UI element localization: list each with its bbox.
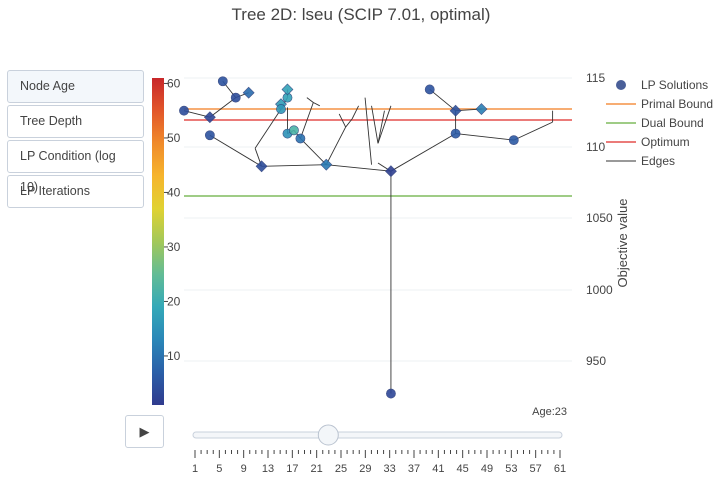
y-tick-label: 110 (586, 140, 605, 154)
lp-solution-diamond (281, 83, 294, 96)
edge-line (325, 126, 347, 165)
colorbar-tick-label: 50 (167, 131, 181, 145)
colorbar-tick-label: 10 (167, 349, 181, 363)
lp-solution-point (204, 130, 215, 141)
edge-line (299, 102, 314, 139)
lp-solution-diamond (385, 165, 397, 178)
lp-solution-point (230, 92, 241, 103)
slider-tick-label: 29 (359, 463, 371, 475)
edge-line (455, 133, 514, 141)
lp-solution-diamond (203, 111, 216, 124)
legend: LP Solutions Primal Bound Dual Bound Optimu… (606, 78, 713, 168)
edge-line (429, 89, 456, 112)
edge-line (209, 134, 262, 167)
y-tick-label: 115 (586, 71, 605, 85)
edge-line (326, 164, 391, 172)
lp-solution-point (508, 135, 519, 146)
lp-solution-point (295, 133, 306, 144)
legend-label: LP Solutions (641, 78, 708, 92)
edge-line (364, 97, 372, 165)
slider-tick-label: 13 (262, 463, 274, 475)
edge-line (254, 108, 282, 149)
slider-tick-label: 49 (481, 463, 493, 475)
legend-label: Edges (641, 154, 675, 168)
edge-line (313, 102, 321, 107)
lp-solution-diamond (449, 104, 462, 117)
mode-button-group: Node Age Tree Depth LP Condition (log 10… (7, 70, 145, 210)
slider-value-label: Age:23 (532, 406, 567, 418)
y-tick-label: 1050 (586, 211, 613, 225)
lp-solution-points[interactable] (179, 76, 519, 399)
slider-tick-label: 45 (457, 463, 469, 475)
slider-tick-label: 21 (311, 463, 323, 475)
colorbar-tick-label: 30 (167, 240, 181, 254)
lp-solution-point (179, 105, 189, 116)
lp-solution-diamond (475, 103, 488, 115)
edge-line (338, 113, 347, 128)
slider-handle[interactable] (317, 424, 339, 446)
edge-line (377, 105, 392, 144)
edge-line (371, 105, 379, 144)
edge-line (345, 118, 353, 128)
edge-line (209, 97, 237, 118)
slider-tick-label: 37 (408, 463, 420, 475)
slider-tick-label: 33 (384, 463, 396, 475)
lp-solution-diamond (242, 86, 255, 99)
grid-lines (184, 77, 572, 362)
age-slider[interactable] (192, 424, 563, 446)
edge-line (377, 110, 385, 144)
lp-solution-point (424, 84, 435, 95)
legend-label: Dual Bound (641, 116, 704, 130)
edge-line (306, 97, 314, 103)
colorbar-tick-label: 40 (167, 185, 181, 199)
slider-tick-label: 17 (286, 463, 298, 475)
play-button[interactable]: ▶ (125, 415, 164, 448)
slider-tick-label: 25 (335, 463, 347, 475)
lp-solution-diamond (320, 158, 333, 171)
slider-tick-label: 9 (241, 463, 247, 475)
y-tick-label: 950 (586, 354, 606, 368)
tree-depth-button[interactable]: Tree Depth (7, 105, 144, 138)
slider-tick-label: 53 (505, 463, 517, 475)
chart-title: Tree 2D: lseu (SCIP 7.01, optimal) (231, 5, 491, 24)
colorbar: 10 20 30 40 50 60 (152, 76, 181, 405)
y-axis-label: Objective value (615, 199, 630, 288)
slider-tick-label: 1 (192, 463, 198, 475)
y-tick-label: 1000 (586, 283, 613, 297)
lp-iterations-button[interactable]: LP Iterations (7, 175, 144, 208)
colorbar-tick-label: 60 (167, 76, 181, 90)
edge-line (300, 138, 327, 165)
lp-condition-button[interactable]: LP Condition (log 10) (7, 140, 144, 194)
colorbar-tick-label: 20 (167, 294, 181, 308)
play-icon: ▶ (139, 424, 150, 439)
lp-solution-point (386, 388, 396, 399)
bound-lines (184, 108, 572, 197)
node-age-button[interactable]: Node Age (7, 70, 144, 103)
edge-line (513, 121, 553, 141)
tree-edges (183, 80, 554, 394)
edge-line (351, 105, 360, 120)
lp-solution-point (276, 104, 286, 114)
lp-solution-point (217, 76, 228, 87)
slider-ticks: 1 5 9 13 17 21 25 29 33 37 41 45 49 53 57 61 (192, 450, 566, 475)
lp-solution-point (289, 125, 299, 136)
slider-tick-label: 61 (554, 463, 566, 475)
legend-marker-lp-solutions (616, 80, 626, 90)
slider-track[interactable] (192, 431, 563, 439)
lp-solution-point (450, 128, 461, 139)
slider-tick-label: 57 (530, 463, 542, 475)
colorbar-gradient (152, 78, 164, 405)
lp-solution-diamond (255, 160, 268, 173)
slider-tick-label: 5 (216, 463, 222, 475)
legend-label: Primal Bound (641, 97, 713, 111)
slider-tick-label: 41 (432, 463, 444, 475)
edge-line (261, 164, 327, 167)
edge-line (390, 133, 456, 172)
y-axis: 950 1000 1050 110 115 (586, 71, 613, 368)
legend-label: Optimum (641, 135, 690, 149)
